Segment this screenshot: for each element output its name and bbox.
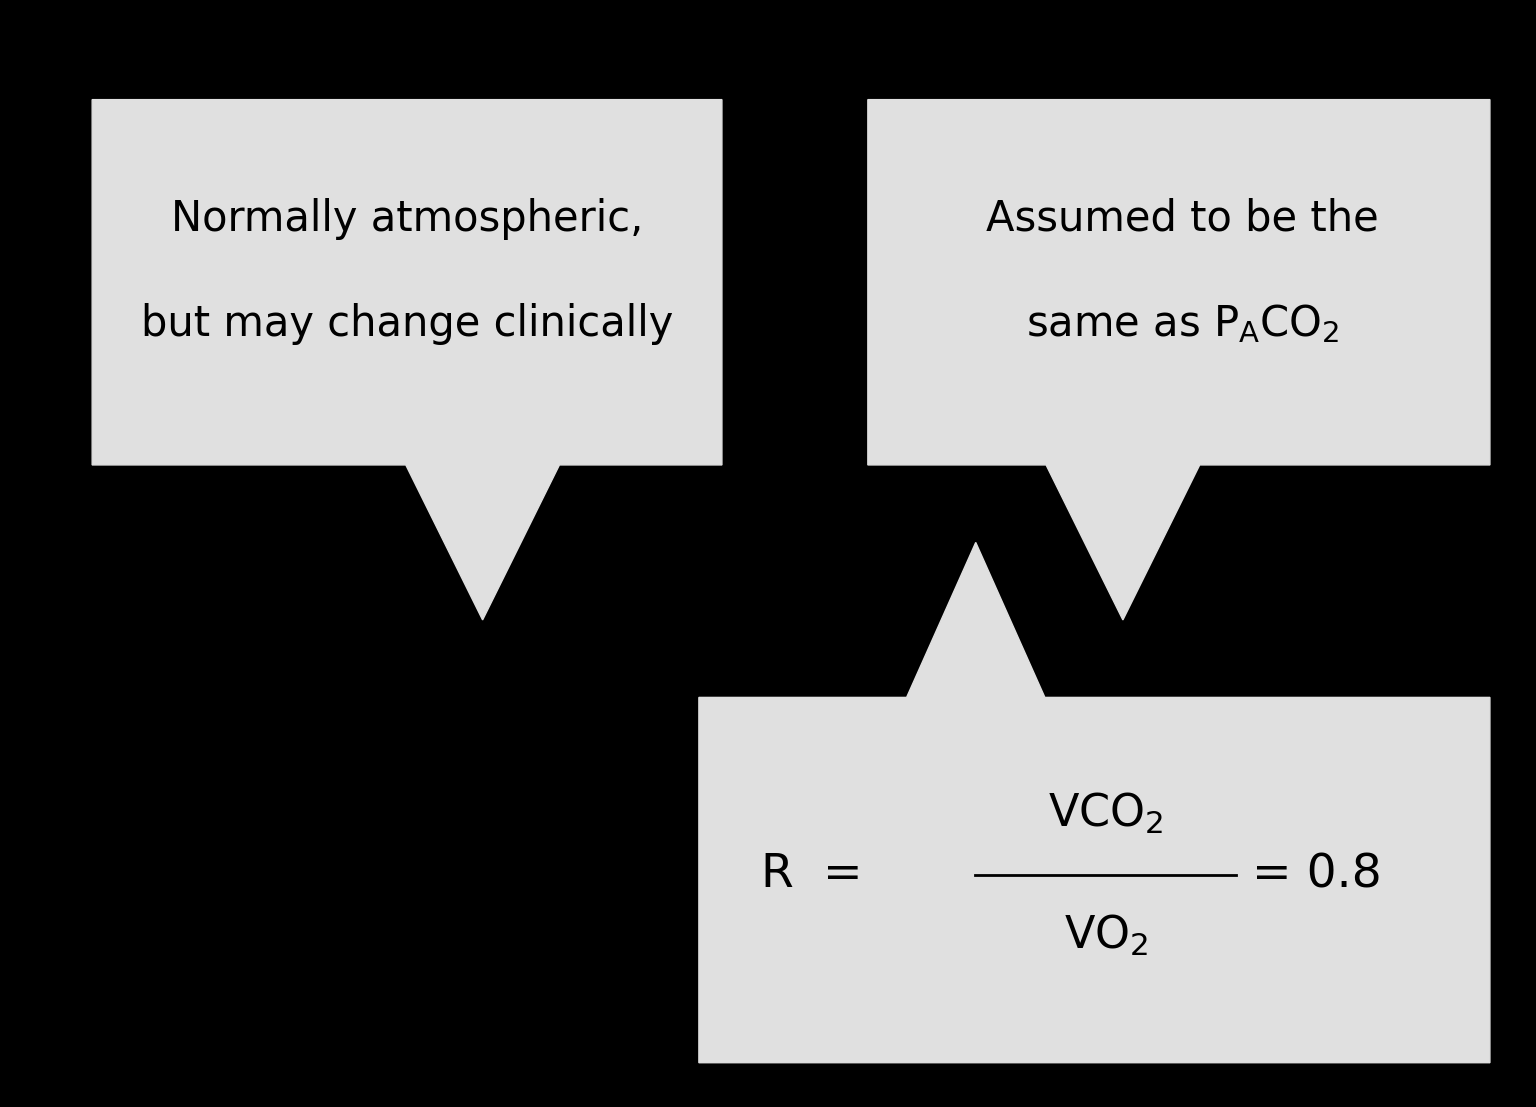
Text: Assumed to be the: Assumed to be the bbox=[986, 198, 1379, 239]
Polygon shape bbox=[868, 100, 1490, 620]
Polygon shape bbox=[92, 100, 722, 620]
Text: but may change clinically: but may change clinically bbox=[141, 303, 673, 344]
Text: $\mathrm{R}$  =: $\mathrm{R}$ = bbox=[760, 852, 860, 897]
Text: Normally atmospheric,: Normally atmospheric, bbox=[170, 198, 644, 239]
Text: $\mathrm{VO_2}$: $\mathrm{VO_2}$ bbox=[1063, 913, 1149, 958]
Text: $\mathrm{VCO_2}$: $\mathrm{VCO_2}$ bbox=[1048, 792, 1164, 836]
Polygon shape bbox=[699, 542, 1490, 1063]
Text: = 0.8: = 0.8 bbox=[1252, 852, 1381, 897]
Text: same as $\mathrm{P_ACO_2}$: same as $\mathrm{P_ACO_2}$ bbox=[1026, 302, 1339, 345]
